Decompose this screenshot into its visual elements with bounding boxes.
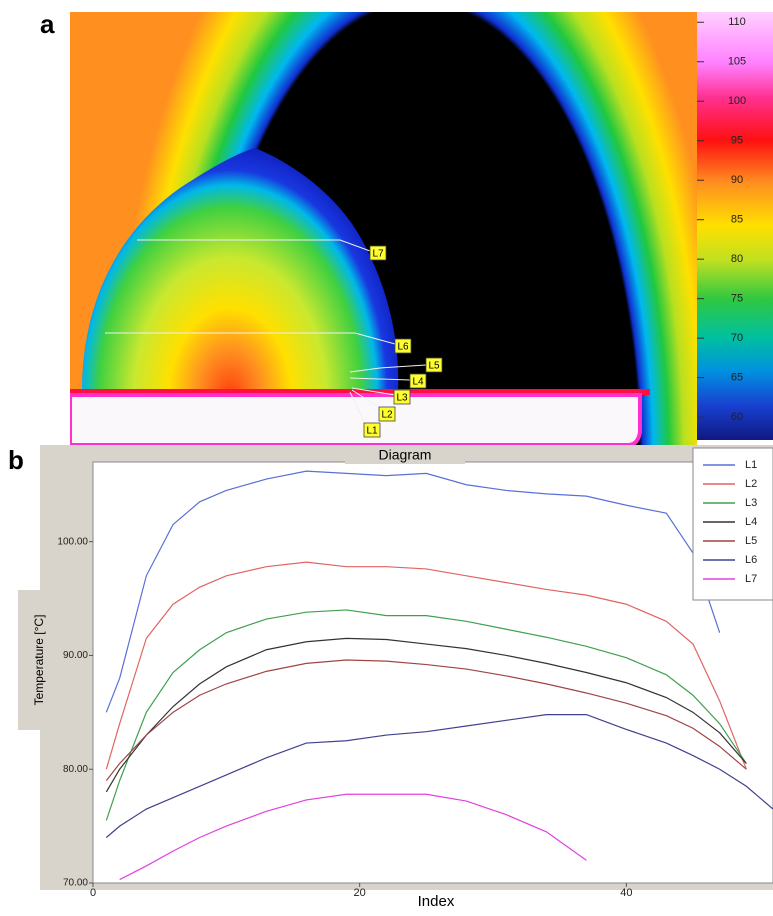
- legend-label: L2: [745, 478, 757, 490]
- marker-label: L7: [372, 249, 384, 260]
- legend-box: [693, 448, 773, 600]
- colorbar-tick-label: 70: [731, 332, 743, 344]
- colorbar-tick-label: 110: [728, 16, 746, 28]
- legend-label: L4: [745, 516, 757, 528]
- thermal-image: [70, 12, 697, 445]
- marker-label: L3: [396, 393, 408, 404]
- colorbar-tick-label: 65: [731, 372, 743, 384]
- legend-label: L5: [745, 535, 757, 547]
- x-tick-label: 20: [354, 887, 366, 899]
- x-tick-label: 40: [620, 887, 632, 899]
- legend-label: L7: [745, 573, 757, 585]
- colorbar-tick-label: 90: [731, 174, 743, 186]
- plot-area: [93, 462, 773, 883]
- panel-label: a: [40, 9, 55, 39]
- colorbar-tick-label: 100: [728, 95, 746, 107]
- colorbar-tick-label: 95: [731, 135, 743, 147]
- panel-label: b: [8, 445, 24, 475]
- x-axis-label: Index: [418, 893, 455, 910]
- y-axis-label: Temperature [°C]: [32, 615, 46, 706]
- marker-label: L6: [397, 342, 409, 353]
- colorbar-tick-label: 85: [731, 214, 743, 226]
- legend-label: L3: [745, 497, 757, 509]
- y-tick-label: 80.00: [63, 764, 88, 775]
- marker-label: L5: [428, 361, 440, 372]
- y-tick-label: 70.00: [63, 878, 88, 889]
- colorbar-tick-label: 105: [728, 56, 746, 68]
- colorbar-tick-label: 75: [731, 293, 743, 305]
- y-tick-label: 90.00: [63, 650, 88, 661]
- marker-label: L2: [381, 410, 393, 421]
- y-tick-label: 100.00: [57, 536, 88, 547]
- colorbar-tick-label: 80: [731, 253, 743, 265]
- chart-title: Diagram: [379, 447, 432, 463]
- colorbar-tick-label: 60: [731, 411, 743, 423]
- legend-label: L6: [745, 554, 757, 566]
- marker-label: L4: [412, 377, 424, 388]
- figure: L1L2L3L4L5L6L7 1101051009590858075706560…: [0, 0, 773, 911]
- marker-label: L1: [366, 426, 378, 437]
- legend-label: L1: [745, 459, 757, 471]
- x-tick-label: 0: [90, 887, 96, 899]
